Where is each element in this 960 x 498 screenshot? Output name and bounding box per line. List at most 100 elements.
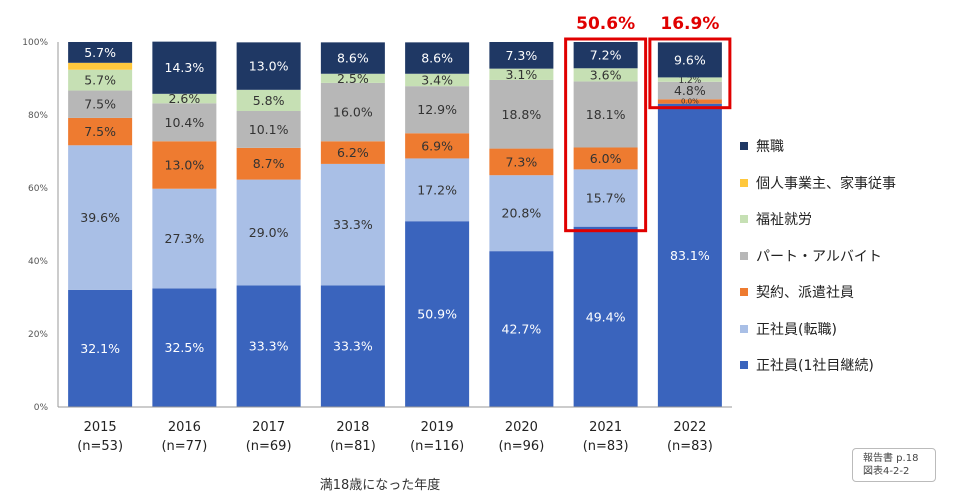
legend-swatch — [740, 288, 748, 297]
data-label: 3.4% — [421, 72, 453, 87]
data-label: 8.7% — [253, 156, 285, 171]
bar-segment — [152, 41, 217, 94]
legend-swatch — [740, 178, 748, 187]
x-tick-sublabel: (n=83) — [583, 439, 629, 454]
bar-segment — [152, 103, 217, 142]
bar-segment — [657, 42, 722, 78]
legend-label: 正社員(転職) — [756, 321, 837, 338]
y-tick-label: 80% — [28, 111, 48, 121]
data-label: 16.0% — [333, 105, 373, 120]
x-tick-label: 2018 — [336, 420, 369, 435]
data-label: 8.6% — [337, 51, 369, 66]
highlight-total: 16.9% — [660, 14, 719, 34]
source-note-figure: 図表4-2-2 — [863, 466, 910, 477]
bar-segment — [152, 188, 217, 289]
data-label: 7.5% — [84, 124, 116, 139]
bar-segment — [573, 147, 638, 170]
bar-segment — [405, 133, 470, 159]
y-tick-label: 40% — [28, 257, 48, 267]
bar-segment — [489, 42, 554, 69]
bar-segment — [489, 79, 554, 149]
legend-item: 契約、派遣社員 — [740, 274, 896, 311]
bar-segment — [236, 42, 301, 90]
x-tick-label: 2021 — [589, 420, 622, 435]
bar-segment — [657, 77, 722, 82]
bar-segment — [489, 175, 554, 252]
data-label: 7.3% — [505, 48, 537, 63]
data-label: 4.8% — [674, 83, 706, 98]
bar-segment — [573, 226, 638, 407]
bar-segment — [320, 42, 385, 74]
data-label: 49.4% — [586, 309, 626, 324]
data-label: 8.6% — [421, 51, 453, 66]
data-label: 9.6% — [674, 52, 706, 67]
x-tick-sublabel: (n=53) — [77, 439, 123, 454]
x-tick-sublabel: (n=77) — [161, 439, 207, 454]
data-label: 33.3% — [249, 339, 289, 354]
x-tick-label: 2017 — [252, 420, 285, 435]
data-label: 5.7% — [84, 45, 116, 60]
bar-segment — [405, 158, 470, 222]
x-tick-label: 2019 — [421, 420, 454, 435]
data-label: 27.3% — [165, 231, 205, 246]
data-label: 32.5% — [165, 340, 205, 355]
data-label: 2.6% — [168, 91, 200, 106]
data-label: 6.9% — [421, 138, 453, 153]
legend-item: パート・アルバイト — [740, 238, 896, 275]
source-note-page: 報告書 p.18 — [863, 453, 919, 464]
bar-segment — [320, 82, 385, 142]
data-label: 18.1% — [586, 107, 626, 122]
highlight-box — [564, 37, 648, 233]
bar-segment — [68, 42, 133, 63]
data-label: 3.6% — [590, 67, 622, 82]
data-label: 39.6% — [80, 210, 120, 225]
bar-segment — [405, 73, 470, 87]
legend-item: 正社員(転職) — [740, 311, 896, 348]
data-label: 6.0% — [590, 151, 622, 166]
data-label: 18.8% — [502, 107, 542, 122]
bar-segment — [68, 62, 133, 70]
legend-swatch — [740, 324, 748, 333]
data-label: 10.1% — [249, 122, 289, 137]
legend-label: 契約、派遣社員 — [756, 285, 854, 302]
x-tick-label: 2020 — [505, 420, 538, 435]
bar-segment — [489, 148, 554, 176]
data-label: 14.3% — [165, 60, 205, 75]
bar-segment — [657, 81, 722, 100]
legend-swatch — [740, 251, 748, 260]
x-tick-sublabel: (n=116) — [410, 439, 464, 454]
data-label: 7.2% — [590, 48, 622, 63]
data-label: 42.7% — [502, 322, 542, 337]
legend-swatch — [740, 215, 748, 224]
data-label: 13.0% — [249, 59, 289, 74]
data-label: 33.3% — [333, 339, 373, 354]
bar-segment — [320, 73, 385, 83]
legend-label: 個人事業主、家事従事 — [756, 175, 896, 192]
legend-item: 個人事業主、家事従事 — [740, 165, 896, 202]
y-tick-label: 0% — [34, 403, 49, 413]
bar-segment — [657, 103, 722, 407]
data-label: 29.0% — [249, 225, 289, 240]
data-label: 0.0% — [681, 97, 699, 105]
bar-segment — [573, 169, 638, 227]
bar-segment — [573, 42, 638, 69]
data-label: 13.0% — [165, 158, 205, 173]
data-label: 5.8% — [253, 93, 285, 108]
bar-segment — [68, 69, 133, 91]
x-tick-sublabel: (n=96) — [498, 439, 544, 454]
y-tick-label: 100% — [22, 38, 48, 48]
legend-swatch — [740, 361, 748, 370]
legend-item: 正社員(1社目継続) — [740, 347, 896, 384]
bar-segment — [152, 141, 217, 189]
data-label: 20.8% — [502, 206, 542, 221]
bar-segment — [405, 86, 470, 134]
bar-segment — [405, 42, 470, 74]
bar-segment — [68, 90, 133, 118]
x-tick-label: 2022 — [673, 420, 706, 435]
bar-segment — [236, 147, 301, 180]
data-label: 7.3% — [505, 154, 537, 169]
legend-label: 正社員(1社目継続) — [756, 358, 874, 375]
bar-segment — [68, 289, 133, 407]
data-label: 15.7% — [586, 191, 626, 206]
